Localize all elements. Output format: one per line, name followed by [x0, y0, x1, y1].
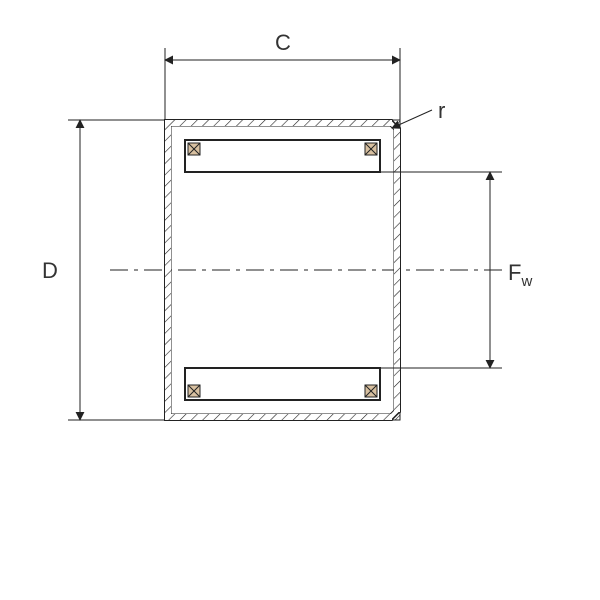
retainer-tr [365, 143, 377, 155]
dim-c-label: C [275, 30, 291, 55]
hatch-left-band [165, 120, 171, 420]
dim-d-label: D [42, 258, 58, 283]
hatch-top-band [165, 120, 392, 126]
chamfer-tr [392, 120, 400, 128]
chamfer-br [392, 412, 400, 420]
retainer-bl [188, 385, 200, 397]
roller-bottom [185, 368, 380, 400]
roller-top [185, 140, 380, 172]
hatch-right-band [394, 128, 400, 412]
dim-r-label: r [438, 98, 445, 123]
retainer-tl [188, 143, 200, 155]
bearing-cross-section-diagram: C D Fw r [0, 0, 600, 600]
leader-r-line [392, 110, 432, 128]
retainer-br [365, 385, 377, 397]
hatch-bottom-band [165, 414, 392, 420]
dim-fw-label: Fw [508, 260, 532, 290]
